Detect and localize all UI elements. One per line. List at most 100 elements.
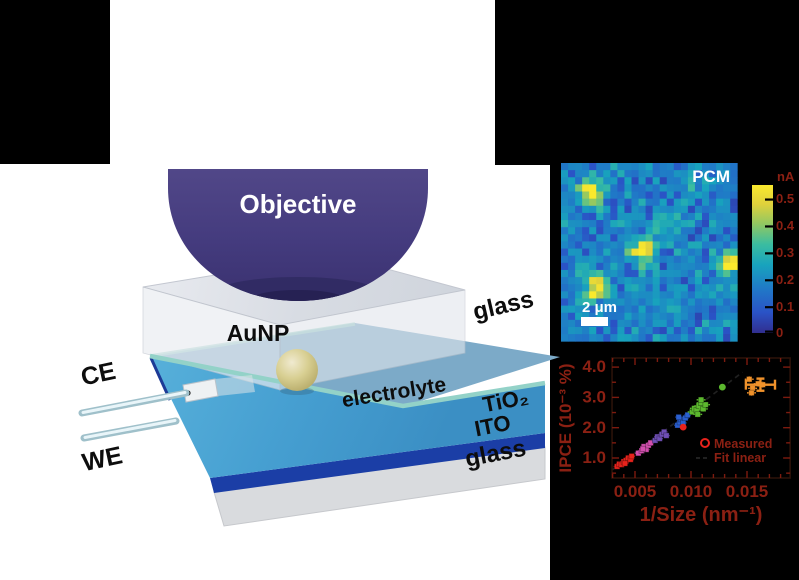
pcm-heatmap-cell bbox=[645, 298, 654, 306]
pcm-heatmap-cell bbox=[694, 277, 703, 285]
pcm-heatmap-cell bbox=[603, 177, 611, 185]
pcm-heatmap-cell bbox=[702, 163, 710, 171]
pcm-heatmap-cell bbox=[702, 312, 710, 321]
pcm-heatmap-cell bbox=[659, 312, 668, 321]
pcm-heatmap-cell bbox=[709, 319, 717, 328]
pcm-heatmap-cell bbox=[659, 319, 668, 328]
pcm-heatmap-cell bbox=[624, 241, 632, 249]
y-tick-label: 3.0 bbox=[582, 388, 606, 407]
pcm-heatmap-cell bbox=[624, 177, 632, 185]
pcm-heatmap-cell bbox=[610, 177, 618, 185]
pcm-heatmap-cell bbox=[702, 255, 710, 264]
pcm-heatmap-cell bbox=[582, 191, 590, 200]
ce-electrode-wire-highlight bbox=[81, 391, 187, 414]
pcm-heatmap-cell bbox=[709, 212, 717, 221]
pcm-heatmap-cell bbox=[730, 220, 738, 228]
pcm-heatmap-cell bbox=[645, 198, 654, 207]
y-tick-label: 4.0 bbox=[582, 357, 606, 376]
pcm-heatmap-cell bbox=[723, 269, 731, 278]
pcm-heatmap-cell bbox=[603, 227, 611, 235]
pcm-heatmap-cell bbox=[575, 163, 583, 171]
scatter-axes bbox=[611, 357, 791, 479]
pcm-heatmap-cell bbox=[596, 234, 604, 242]
pcm-scalebar bbox=[581, 317, 608, 326]
pcm-heatmap-cell bbox=[596, 163, 604, 171]
schematic-panel: Objective AuNP electrolyte CE WE glass T… bbox=[78, 169, 560, 527]
pcm-heatmap-cell bbox=[730, 262, 738, 271]
pcm-heatmap-cell bbox=[596, 227, 604, 235]
pcm-heatmap-cell bbox=[624, 269, 632, 278]
pcm-heatmap-cell bbox=[666, 184, 675, 192]
pcm-heatmap-cell bbox=[568, 334, 576, 342]
pcm-heatmap-cell bbox=[709, 284, 717, 292]
pcm-heatmap-cell bbox=[617, 163, 625, 171]
pcm-heatmap-cell bbox=[723, 212, 731, 221]
pcm-heatmap-cell bbox=[666, 248, 675, 257]
pcm-heatmap-cell bbox=[561, 227, 569, 235]
pcm-heatmap-cell bbox=[709, 312, 717, 321]
pcm-heatmap-cell bbox=[624, 305, 632, 314]
pcm-heatmap-cell bbox=[730, 277, 738, 285]
aunp-label: AuNP bbox=[227, 320, 290, 346]
pcm-heatmap-cell bbox=[709, 334, 717, 342]
pcm-heatmap-cell bbox=[624, 205, 632, 214]
pcm-heatmap-cell bbox=[645, 334, 654, 342]
purple-point bbox=[663, 432, 670, 439]
pcm-heatmap-cell bbox=[687, 205, 696, 214]
pcm-heatmap-cell bbox=[603, 170, 611, 178]
pcm-heatmap-cell bbox=[673, 255, 682, 264]
pcm-heatmap-cell bbox=[666, 255, 675, 264]
pcm-heatmap-cell bbox=[638, 170, 646, 178]
pcm-heatmap-cell bbox=[716, 312, 724, 321]
pcm-heatmap-cell bbox=[617, 184, 625, 192]
pcm-heatmap-cell bbox=[680, 284, 689, 292]
pcm-heatmap-cell bbox=[723, 291, 731, 299]
pcm-heatmap-cell bbox=[575, 191, 583, 200]
pcm-heatmap-cell bbox=[610, 227, 618, 235]
pcm-heatmap-cell bbox=[702, 191, 710, 200]
pcm-heatmap-cell bbox=[659, 326, 668, 335]
pcm-heatmap-cell bbox=[673, 334, 682, 342]
pcm-heatmap-cell bbox=[610, 334, 618, 342]
pcm-heatmap-cell bbox=[730, 198, 738, 207]
pcm-heatmap-cell bbox=[631, 184, 639, 192]
pcm-heatmap-cell bbox=[716, 305, 724, 314]
pcm-heatmap-cell bbox=[617, 177, 625, 185]
pcm-heatmap-cell bbox=[638, 220, 646, 228]
pink-point bbox=[639, 445, 646, 453]
pcm-heatmap-cell bbox=[645, 248, 654, 257]
pcm-heatmap-cell bbox=[687, 262, 696, 271]
pcm-heatmap-cell bbox=[603, 220, 611, 228]
pcm-heatmap-cell bbox=[687, 163, 696, 171]
pcm-heatmap-cell bbox=[575, 205, 583, 214]
pcm-heatmap-cell bbox=[582, 163, 590, 171]
pcm-heatmap-cell bbox=[666, 262, 675, 271]
pcm-heatmap-cell bbox=[666, 212, 675, 221]
pcm-heatmap-cell bbox=[575, 326, 583, 335]
pcm-heatmap-cell bbox=[610, 319, 618, 328]
pcm-heatmap-cell bbox=[716, 277, 724, 285]
objective-front-lens bbox=[252, 290, 344, 301]
green-point bbox=[697, 396, 705, 403]
pcm-heatmap-cell bbox=[603, 241, 611, 249]
pcm-heatmap-cell bbox=[694, 227, 703, 235]
pcm-heatmap-cell bbox=[730, 298, 738, 306]
pcm-heatmap-cell bbox=[568, 220, 576, 228]
pcm-heatmap-cell bbox=[723, 198, 731, 207]
pcm-heatmap-cell bbox=[645, 205, 654, 214]
pcm-heatmap-cell bbox=[687, 241, 696, 249]
pcm-heatmap-cell bbox=[694, 184, 703, 192]
pcm-heatmap-cell bbox=[723, 277, 731, 285]
pcm-heatmap-cell bbox=[603, 277, 611, 285]
pcm-heatmap-cell bbox=[723, 305, 731, 314]
pcm-heatmap-cell bbox=[673, 205, 682, 214]
pcm-heatmap-cell bbox=[694, 291, 703, 299]
pcm-heatmap-cell bbox=[645, 241, 654, 249]
pcm-heatmap-cell bbox=[624, 284, 632, 292]
objective-lens-body bbox=[168, 169, 428, 301]
pcm-heatmap-cell bbox=[709, 255, 717, 264]
pcm-heatmap-cell bbox=[610, 191, 618, 200]
pcm-heatmap-cell bbox=[680, 177, 689, 185]
pcm-heatmap-cell bbox=[673, 191, 682, 200]
